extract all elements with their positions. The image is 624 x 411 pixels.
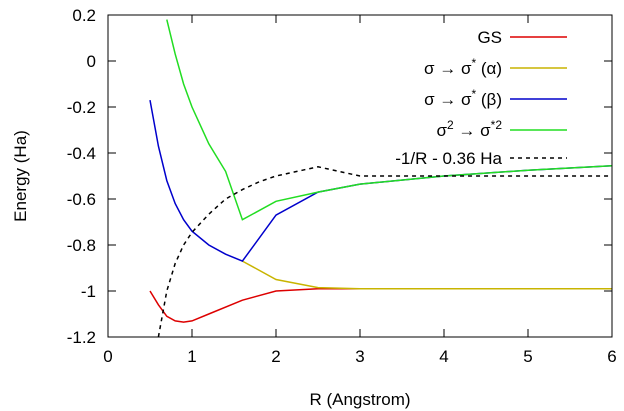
series-line-4 [157,166,612,337]
legend-label-4: -1/R - 0.36 Ha [395,149,502,168]
x-tick-label: 5 [523,347,532,366]
series-line-1 [242,260,612,290]
y-tick-label: -0.4 [67,144,96,163]
legend-label-2: σ → σ* (β) [424,87,502,109]
x-tick-label: 0 [103,347,112,366]
x-tick-label: 1 [187,347,196,366]
plot-frame [107,14,613,338]
y-tick-label: -0.6 [67,190,96,209]
y-tick-label: -1.2 [67,328,96,347]
legend-label-3: σ2 → σ*2 [437,118,503,140]
y-tick-label: 0 [87,52,96,71]
legend-label-0: GS [477,28,502,47]
y-axis-label: Energy (Ha) [11,130,30,222]
y-tick-label: -1 [81,282,96,301]
series-line-2 [149,99,612,263]
x-tick-label: 6 [607,347,616,366]
x-tick-label: 2 [271,347,280,366]
y-tick-label: -0.2 [67,98,96,117]
y-tick-label: -0.8 [67,236,96,255]
series-line-0 [149,287,612,323]
series-line-3 [166,19,612,221]
legend: GS σ → σ* (α) σ → σ* (β) σ2 → σ*2 -1/R - 0.3… [395,28,567,168]
x-tick-label: 3 [355,347,364,366]
x-tick-label: 4 [439,347,448,366]
legend-label-1: σ → σ* (α) [424,56,502,78]
ticks-layer: 0 1 2 3 4 5 6 -1.2 -1 -0.8 -0.6 -0.4 -0.2 0 0.2 [67,6,617,366]
series-layer [149,19,612,337]
x-axis-label: R (Angstrom) [309,390,410,409]
y-tick-label: 0.2 [72,6,96,25]
